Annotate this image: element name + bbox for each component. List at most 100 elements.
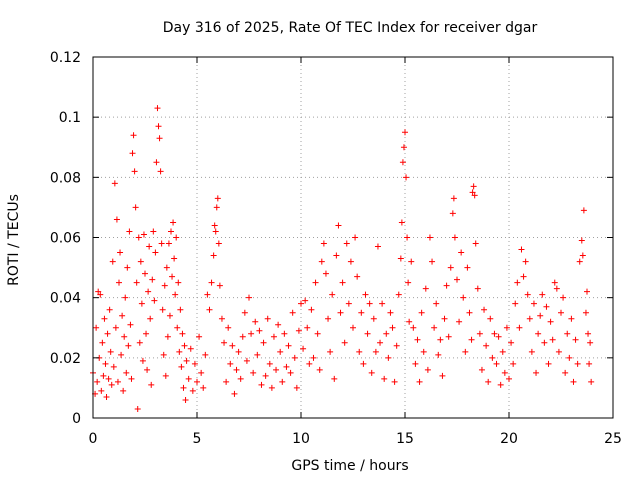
data-point [129, 150, 136, 157]
data-point [154, 105, 161, 112]
data-point [368, 369, 375, 376]
data-point [104, 330, 111, 337]
y-tick-label: 0.02 [50, 351, 81, 367]
data-point [314, 330, 321, 337]
data-point [117, 249, 124, 256]
data-point [462, 348, 469, 355]
data-point [333, 252, 340, 259]
data-point [126, 228, 133, 235]
data-point [289, 309, 296, 316]
data-point [308, 306, 315, 313]
data-point [489, 354, 496, 361]
data-point [171, 255, 178, 262]
data-point [147, 315, 154, 322]
data-point [397, 255, 404, 262]
data-point [254, 351, 261, 358]
data-point [151, 297, 158, 304]
data-point [458, 249, 465, 256]
data-point [389, 324, 396, 331]
data-point [146, 243, 153, 250]
data-point [579, 252, 586, 259]
data-point [435, 351, 442, 358]
data-point [400, 144, 407, 151]
data-point [514, 279, 521, 286]
data-point [258, 381, 265, 388]
data-point [218, 315, 225, 322]
data-point [476, 330, 483, 337]
data-point [468, 336, 475, 343]
data-point [300, 345, 307, 352]
data-point [449, 210, 456, 217]
data-point [264, 315, 271, 322]
data-point [481, 306, 488, 313]
data-point [503, 324, 510, 331]
data-point [241, 309, 248, 316]
data-point [350, 324, 356, 331]
data-point [159, 306, 166, 313]
data-point [281, 330, 288, 337]
data-point [535, 330, 542, 337]
data-point [155, 123, 162, 130]
data-point [439, 372, 446, 379]
data-point [451, 234, 458, 241]
data-point [287, 369, 294, 376]
data-point [170, 219, 177, 226]
data-point [329, 291, 336, 298]
data-point [383, 330, 390, 337]
data-point [549, 336, 556, 343]
data-point [239, 333, 246, 340]
data-point [493, 360, 500, 367]
data-point [145, 288, 152, 295]
data-point [293, 384, 300, 391]
data-point [551, 279, 558, 286]
data-point [547, 318, 554, 325]
data-point [275, 321, 282, 328]
data-point [404, 234, 411, 241]
data-point [412, 360, 419, 367]
data-point [478, 366, 485, 373]
y-tick-label: 0 [72, 411, 81, 427]
data-point [122, 294, 129, 301]
data-point [537, 312, 544, 319]
data-point [405, 279, 412, 286]
data-point [120, 387, 127, 394]
data-point [118, 351, 125, 358]
data-point [189, 387, 196, 394]
data-point [158, 240, 165, 247]
data-point [135, 234, 142, 241]
data-point [210, 252, 217, 259]
data-point [450, 195, 457, 202]
data-point [95, 288, 102, 295]
data-point [153, 159, 160, 166]
data-point [377, 339, 384, 346]
data-point [116, 279, 122, 286]
data-point [487, 315, 494, 322]
x-axis-label: GPS time / hours [291, 458, 408, 474]
data-point [225, 324, 232, 331]
data-point [381, 375, 388, 382]
data-point [398, 219, 405, 226]
data-point [101, 315, 108, 322]
data-point [183, 357, 190, 364]
data-point [524, 291, 531, 298]
y-tick-label: 0.04 [50, 291, 81, 307]
data-point [566, 354, 573, 361]
data-point [212, 228, 219, 235]
data-point [262, 372, 269, 379]
data-point [103, 393, 110, 400]
data-point [182, 396, 189, 403]
data-point [127, 321, 134, 328]
data-point [572, 336, 579, 343]
data-point [140, 231, 147, 238]
data-point [555, 348, 562, 355]
data-point [520, 273, 527, 280]
data-point [216, 282, 223, 289]
data-point [213, 204, 220, 211]
x-tick-label: 0 [89, 431, 98, 447]
data-point [179, 330, 186, 337]
chart-title: Day 316 of 2025, Rate Of TEC Index for r… [163, 20, 538, 36]
data-point [322, 270, 329, 277]
data-point [370, 315, 377, 322]
data-point [260, 339, 267, 346]
data-point [580, 207, 587, 214]
